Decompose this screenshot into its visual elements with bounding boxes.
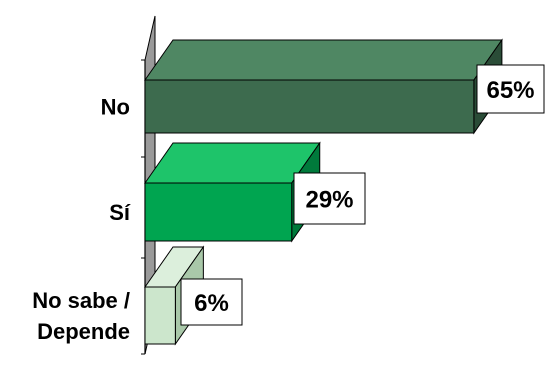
bar (144, 182, 293, 242)
category-label: Sí (109, 200, 131, 225)
category-label-line: Depende (37, 319, 130, 344)
category-label: No sabe / Depende (32, 288, 130, 344)
data-label-box (293, 172, 366, 225)
category-label-line: Sí (109, 200, 131, 225)
data-label: 65% (486, 77, 534, 104)
bar (144, 79, 475, 134)
data-label-box (476, 64, 545, 114)
category-label-line: No sabe / (32, 288, 130, 313)
data-label-box (180, 278, 243, 326)
data-label: 6% (194, 290, 229, 317)
data-label: 29% (305, 187, 353, 214)
category-label-line: No (101, 95, 130, 120)
bar-top-face (144, 39, 503, 81)
bar (144, 286, 176, 345)
labels-layer: 65% No 29% Sí 6% No sabe / Depende (32, 64, 545, 344)
category-label: No (101, 95, 130, 120)
